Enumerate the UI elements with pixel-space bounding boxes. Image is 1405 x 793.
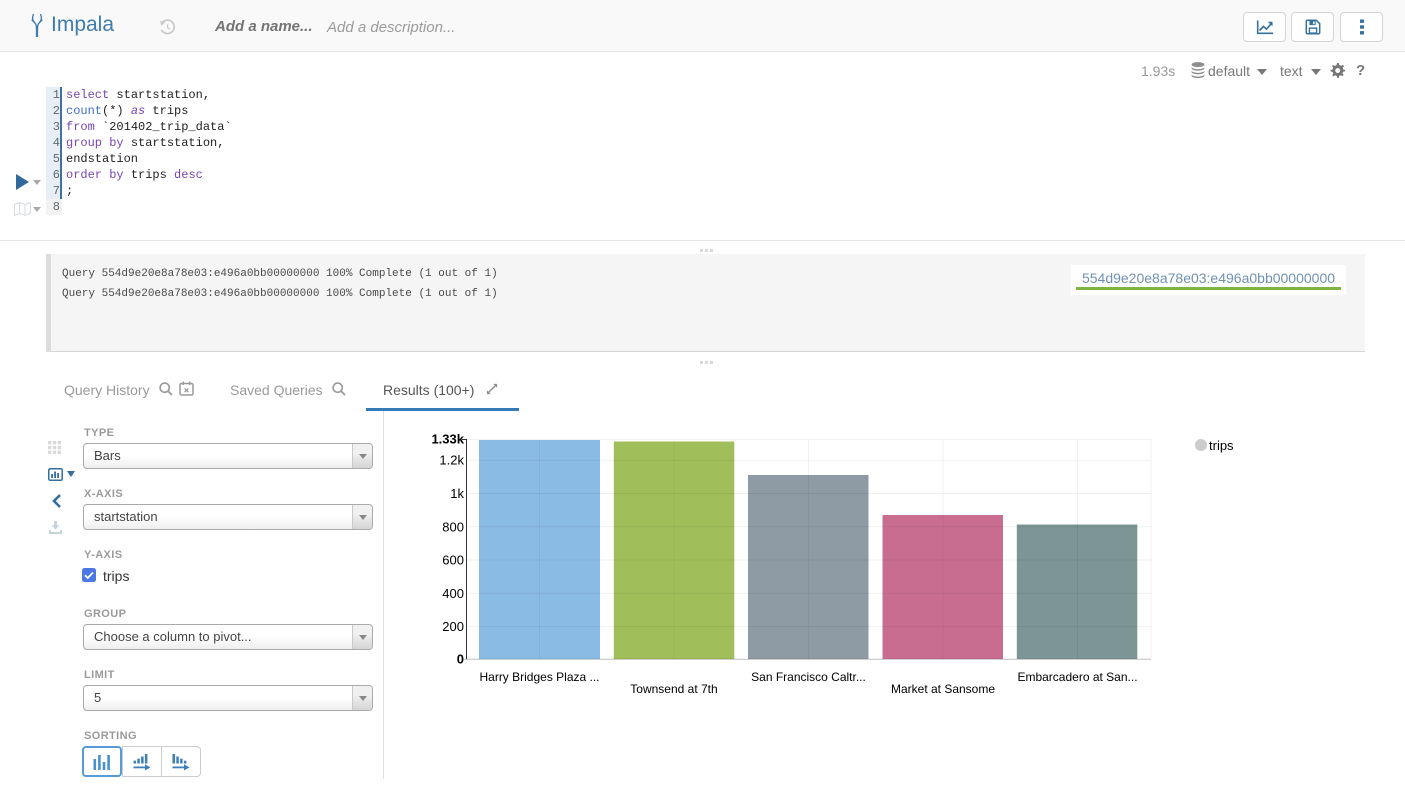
svg-text:1.33k: 1.33k [431,432,464,447]
svg-text:800: 800 [442,519,464,534]
svg-text:1k: 1k [450,486,464,501]
svg-text:600: 600 [442,553,464,568]
svg-text:400: 400 [442,586,464,601]
svg-text:0: 0 [457,652,464,667]
svg-text:1.2k: 1.2k [439,453,464,468]
svg-text:200: 200 [442,619,464,634]
